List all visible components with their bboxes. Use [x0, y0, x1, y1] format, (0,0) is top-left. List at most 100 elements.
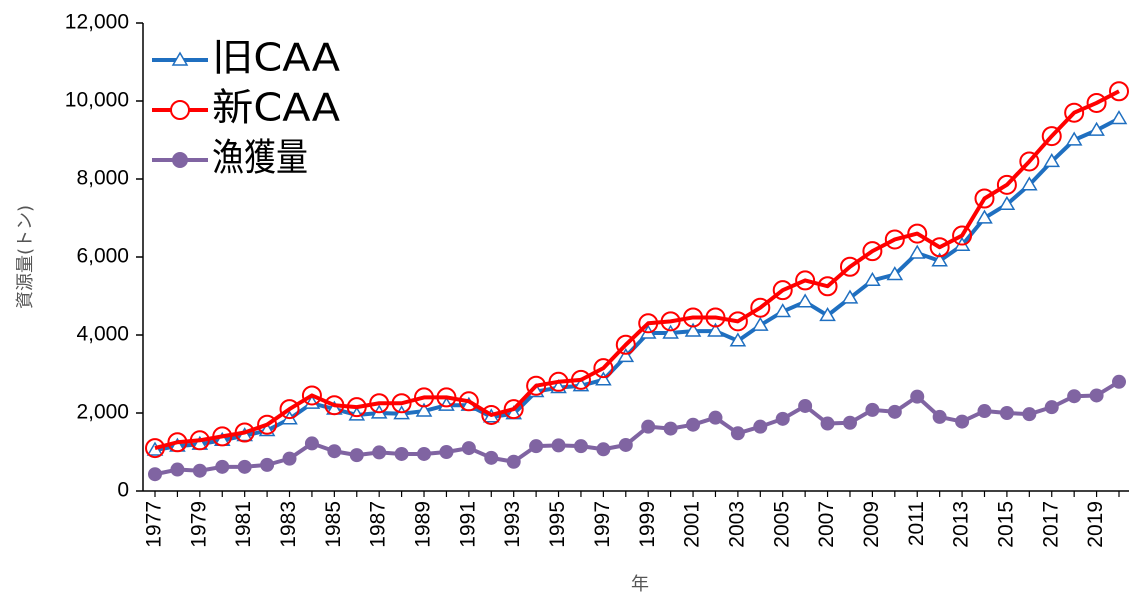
- data-point: [503, 399, 524, 420]
- data-point: [369, 393, 390, 414]
- data-point: [573, 439, 588, 454]
- data-point: [439, 445, 454, 459]
- data-point: [145, 438, 165, 459]
- data-point: [615, 334, 636, 355]
- data-point: [237, 459, 252, 474]
- data-point: [660, 311, 681, 332]
- data-point: [775, 411, 790, 426]
- x-tick-label: 2001: [681, 501, 704, 548]
- x-tick-label: 1983: [277, 501, 300, 548]
- data-point: [303, 394, 321, 409]
- x-tick-label: 2003: [725, 501, 748, 548]
- data-point: [506, 454, 521, 469]
- x-tick-label: 1989: [412, 501, 435, 548]
- data-point: [753, 419, 768, 434]
- data-point: [596, 442, 611, 457]
- data-point: [686, 417, 701, 432]
- data-point: [1022, 407, 1037, 422]
- data-point: [484, 450, 499, 465]
- series-line: [154, 380, 1121, 477]
- data-point: [1065, 131, 1083, 146]
- data-point: [548, 371, 569, 392]
- data-point: [727, 311, 748, 332]
- data-point: [641, 419, 656, 434]
- data-point: [663, 421, 678, 436]
- data-point: [1064, 102, 1085, 123]
- data-point: [1089, 388, 1104, 403]
- data-point: [391, 393, 412, 414]
- data-point: [1110, 110, 1128, 125]
- data-point: [910, 389, 925, 404]
- data-point: [1021, 176, 1038, 191]
- legend-marker: [170, 100, 190, 120]
- x-tick-label: 1999: [636, 501, 659, 548]
- legend-label: 旧CAA: [212, 36, 340, 80]
- x-tick-label: 2019: [1084, 501, 1107, 548]
- data-point: [977, 404, 992, 419]
- data-point: [346, 397, 367, 418]
- data-point: [907, 223, 928, 244]
- data-point: [796, 293, 814, 308]
- data-point: [929, 237, 950, 258]
- data-point: [841, 289, 859, 304]
- x-tick-label: 2015: [994, 501, 1017, 548]
- data-point: [458, 391, 479, 412]
- data-point: [751, 316, 769, 331]
- y-tick-label: 10,000: [65, 89, 129, 112]
- data-point: [234, 422, 255, 443]
- data-point: [795, 270, 816, 291]
- data-point: [618, 437, 633, 452]
- data-point: [865, 402, 880, 417]
- data-point: [593, 358, 614, 379]
- x-tick-label: 2013: [950, 501, 973, 548]
- data-point: [996, 174, 1017, 195]
- data-point: [436, 387, 457, 408]
- data-point: [839, 256, 860, 277]
- data-point: [684, 322, 702, 337]
- data-point: [279, 399, 300, 420]
- data-point: [212, 426, 233, 447]
- data-point: [438, 396, 455, 411]
- data-point: [1086, 92, 1107, 113]
- data-point: [570, 369, 591, 390]
- data-point: [167, 432, 188, 453]
- data-point: [817, 276, 838, 297]
- data-point: [952, 225, 973, 246]
- data-point: [414, 387, 435, 408]
- legend-label: 漁獲量: [212, 136, 308, 180]
- series-line: [154, 89, 1120, 451]
- data-point: [481, 404, 502, 425]
- legend-label: 新CAA: [212, 86, 340, 130]
- data-point: [887, 404, 902, 419]
- data-point: [461, 441, 476, 456]
- data-point: [705, 307, 726, 328]
- data-point: [372, 445, 387, 460]
- x-tick-label: 1979: [187, 501, 210, 548]
- legend-marker: [171, 51, 189, 66]
- x-tick-label: 2017: [1039, 501, 1062, 548]
- data-point: [617, 347, 635, 363]
- data-point: [1067, 389, 1082, 404]
- x-tick-label: 2007: [815, 501, 838, 548]
- data-point: [327, 444, 342, 459]
- x-tick-label: 1993: [501, 501, 524, 548]
- data-point: [1109, 81, 1129, 102]
- data-point: [526, 375, 547, 396]
- data-point: [932, 409, 947, 424]
- x-tick-label: 1995: [546, 501, 569, 548]
- data-point: [862, 241, 883, 262]
- data-point: [884, 229, 905, 250]
- data-point: [324, 395, 345, 416]
- y-tick-label: 0: [117, 479, 129, 502]
- data-point: [998, 195, 1016, 210]
- data-point: [819, 307, 836, 322]
- x-tick-label: 2005: [770, 501, 793, 548]
- data-point: [886, 266, 904, 281]
- data-point: [260, 457, 275, 472]
- data-point: [683, 307, 704, 328]
- data-point: [282, 451, 297, 466]
- x-tick-label: 1997: [591, 501, 614, 548]
- data-point: [257, 414, 278, 435]
- x-tick-label: 2011: [905, 501, 928, 546]
- data-point: [417, 446, 432, 461]
